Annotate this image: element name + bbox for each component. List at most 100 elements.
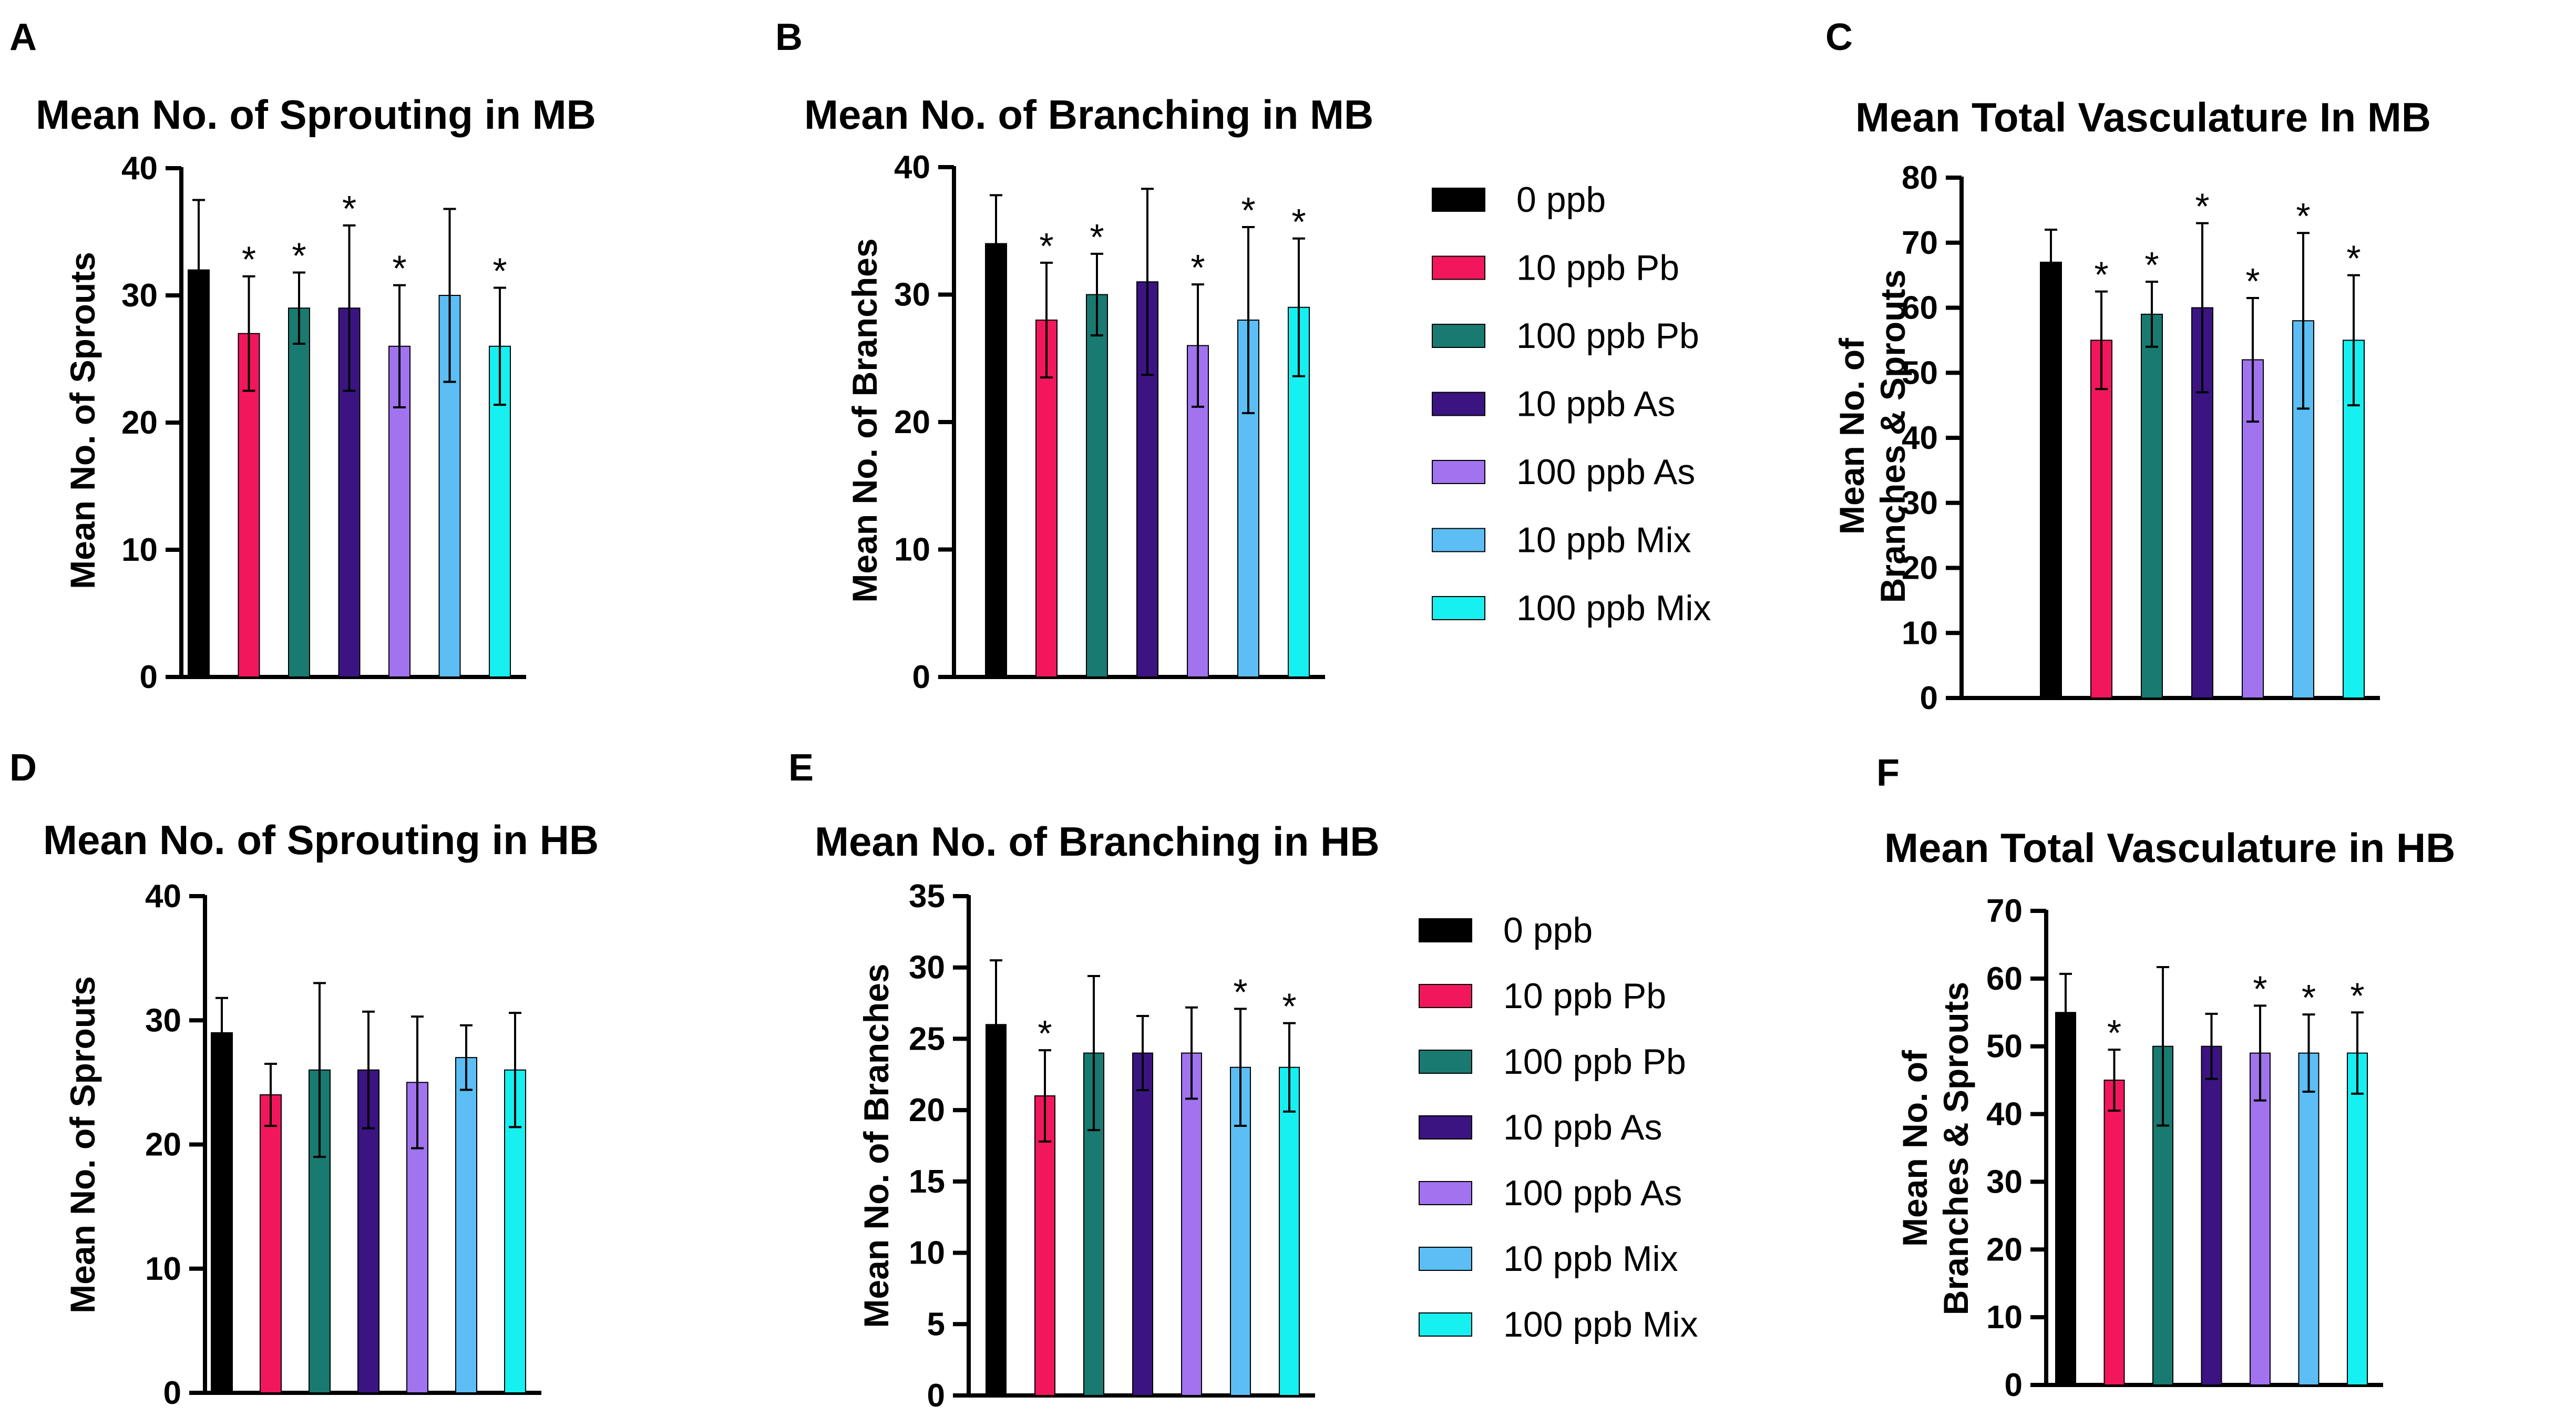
y-tick-label: 10: [909, 1235, 945, 1271]
bar-100-ppb-as: [1181, 1052, 1202, 1396]
significance-star: *: [2346, 238, 2361, 279]
chart-title: Mean Total Vasculature in HB: [1884, 825, 2455, 871]
legend-swatch: [1432, 188, 1485, 212]
legend-swatch: [1419, 1312, 1472, 1337]
y-tick-label: 20: [909, 1092, 945, 1128]
y-tick-label: 40: [145, 878, 181, 915]
y-tick-label: 0: [140, 659, 158, 695]
y-tick-label: 30: [1902, 485, 1938, 521]
y-axis-title: Mean No. of: [1832, 337, 1871, 535]
y-tick-label: 40: [1986, 1096, 2023, 1133]
y-tick-label: 0: [912, 659, 930, 695]
bar-100-ppb-pb: [288, 307, 310, 677]
y-tick-label: 0: [1920, 680, 1938, 716]
y-tick-label: 10: [1986, 1299, 2023, 1336]
y-tick-label: 30: [894, 277, 930, 313]
bar-10-ppb-pb: [2103, 1080, 2125, 1385]
significance-star: *: [342, 188, 356, 229]
significance-star: *: [1282, 986, 1296, 1027]
panel-letter: E: [788, 747, 814, 789]
chart-title: Mean No. of Branching in HB: [815, 818, 1380, 865]
legend-label: 100 ppb As: [1503, 1173, 1682, 1213]
significance-star: *: [392, 248, 406, 289]
y-tick-label: 70: [1902, 225, 1938, 261]
chart-panel-a: A Mean No. of Sprouting in MB Mean No. of …: [9, 16, 596, 695]
y-tick-label: 35: [909, 878, 945, 915]
y-tick-label: 70: [1986, 893, 2023, 929]
bar-10-ppb-as: [1132, 1052, 1153, 1396]
significance-star: *: [1291, 201, 1306, 242]
y-tick-label: 10: [894, 532, 930, 568]
legend-bottom: 0 ppb 10 ppb Pb 100 ppb Pb 10 ppb As 100 ppb…: [1419, 910, 1698, 1344]
y-tick-label: 15: [909, 1164, 945, 1200]
legend-label: 100 ppb As: [1516, 452, 1695, 492]
legend-swatch: [1419, 1247, 1472, 1271]
chart-title: Mean Total Vasculature In MB: [1855, 94, 2431, 140]
legend-label: 10 ppb Pb: [1503, 976, 1666, 1016]
significance-star: *: [2245, 261, 2260, 302]
y-axis-title: Mean No. of Sprouts: [63, 976, 102, 1313]
significance-star: *: [1190, 247, 1205, 288]
legend-label: 10 ppb Pb: [1516, 248, 1679, 288]
chart-panel-f: F Mean Total Vasculature in HB Mean No. of…: [1876, 752, 2455, 1403]
bar-100-ppb-mix: [1279, 1066, 1300, 1396]
y-tick-label: 30: [909, 950, 945, 986]
y-tick-label: 60: [1986, 961, 2023, 997]
significance-star: *: [1233, 971, 1247, 1012]
legend-label: 0 ppb: [1516, 180, 1606, 220]
legend-label: 100 ppb Pb: [1503, 1042, 1686, 1082]
y-tick-label: 30: [121, 278, 158, 314]
y-tick-label: 20: [1986, 1231, 2023, 1268]
y-tick-label: 10: [1902, 615, 1938, 651]
chart-title: Mean No. of Sprouting in HB: [43, 817, 599, 863]
bar-100-ppb-mix: [2347, 1052, 2368, 1385]
y-tick-label: 50: [1986, 1029, 2023, 1065]
bar-10-ppb-mix: [2298, 1052, 2320, 1385]
bar-100-ppb-pb: [1086, 294, 1108, 677]
y-tick-label: 80: [1902, 160, 1938, 196]
panel-letter: C: [1825, 16, 1853, 58]
significance-star: *: [2296, 196, 2310, 237]
y-tick-label: 20: [1902, 550, 1938, 587]
legend-label: 100 ppb Mix: [1516, 588, 1711, 628]
legend-swatch: [1419, 984, 1472, 1008]
significance-star: *: [1039, 225, 1053, 266]
y-axis-title: Mean No. of Sprouts: [63, 252, 102, 589]
panel-letter: D: [9, 747, 37, 789]
legend-swatch: [1432, 324, 1485, 348]
legend-label: 10 ppb Mix: [1516, 520, 1691, 560]
y-tick-label: 30: [1986, 1164, 2023, 1200]
y-axis-title: Branches & Sprouts: [1936, 982, 1975, 1315]
y-tick-label: 20: [894, 404, 930, 440]
significance-star: *: [2195, 186, 2209, 227]
significance-star: *: [292, 235, 306, 276]
y-tick-label: 40: [894, 149, 930, 186]
legend-label: 10 ppb As: [1516, 384, 1675, 424]
legend-swatch: [1419, 1181, 1472, 1205]
y-axis-title: Mean No. of Branches: [857, 963, 896, 1328]
legend-swatch: [1419, 1050, 1472, 1074]
legend-swatch: [1419, 918, 1472, 942]
bar-10-ppb-pb: [1035, 320, 1058, 677]
bar-0-ppb: [211, 1032, 233, 1393]
y-tick-label: 0: [163, 1375, 181, 1411]
y-tick-label: 60: [1902, 290, 1938, 326]
legend-label: 10 ppb Mix: [1503, 1239, 1678, 1279]
y-tick-label: 50: [1902, 355, 1938, 391]
panel-letter: F: [1876, 752, 1900, 794]
chart-title: Mean No. of Sprouting in MB: [36, 91, 596, 138]
y-axis-title: Mean No. of: [1895, 1050, 1934, 1247]
legend-label: 0 ppb: [1503, 910, 1593, 950]
bar-10-ppb-pb: [260, 1094, 282, 1393]
bar-10-ppb-as: [338, 307, 361, 677]
significance-star: *: [2107, 1012, 2121, 1053]
significance-star: *: [2253, 968, 2267, 1009]
y-tick-label: 0: [2005, 1367, 2023, 1403]
y-tick-label: 5: [927, 1306, 945, 1342]
y-tick-label: 40: [1902, 420, 1938, 456]
